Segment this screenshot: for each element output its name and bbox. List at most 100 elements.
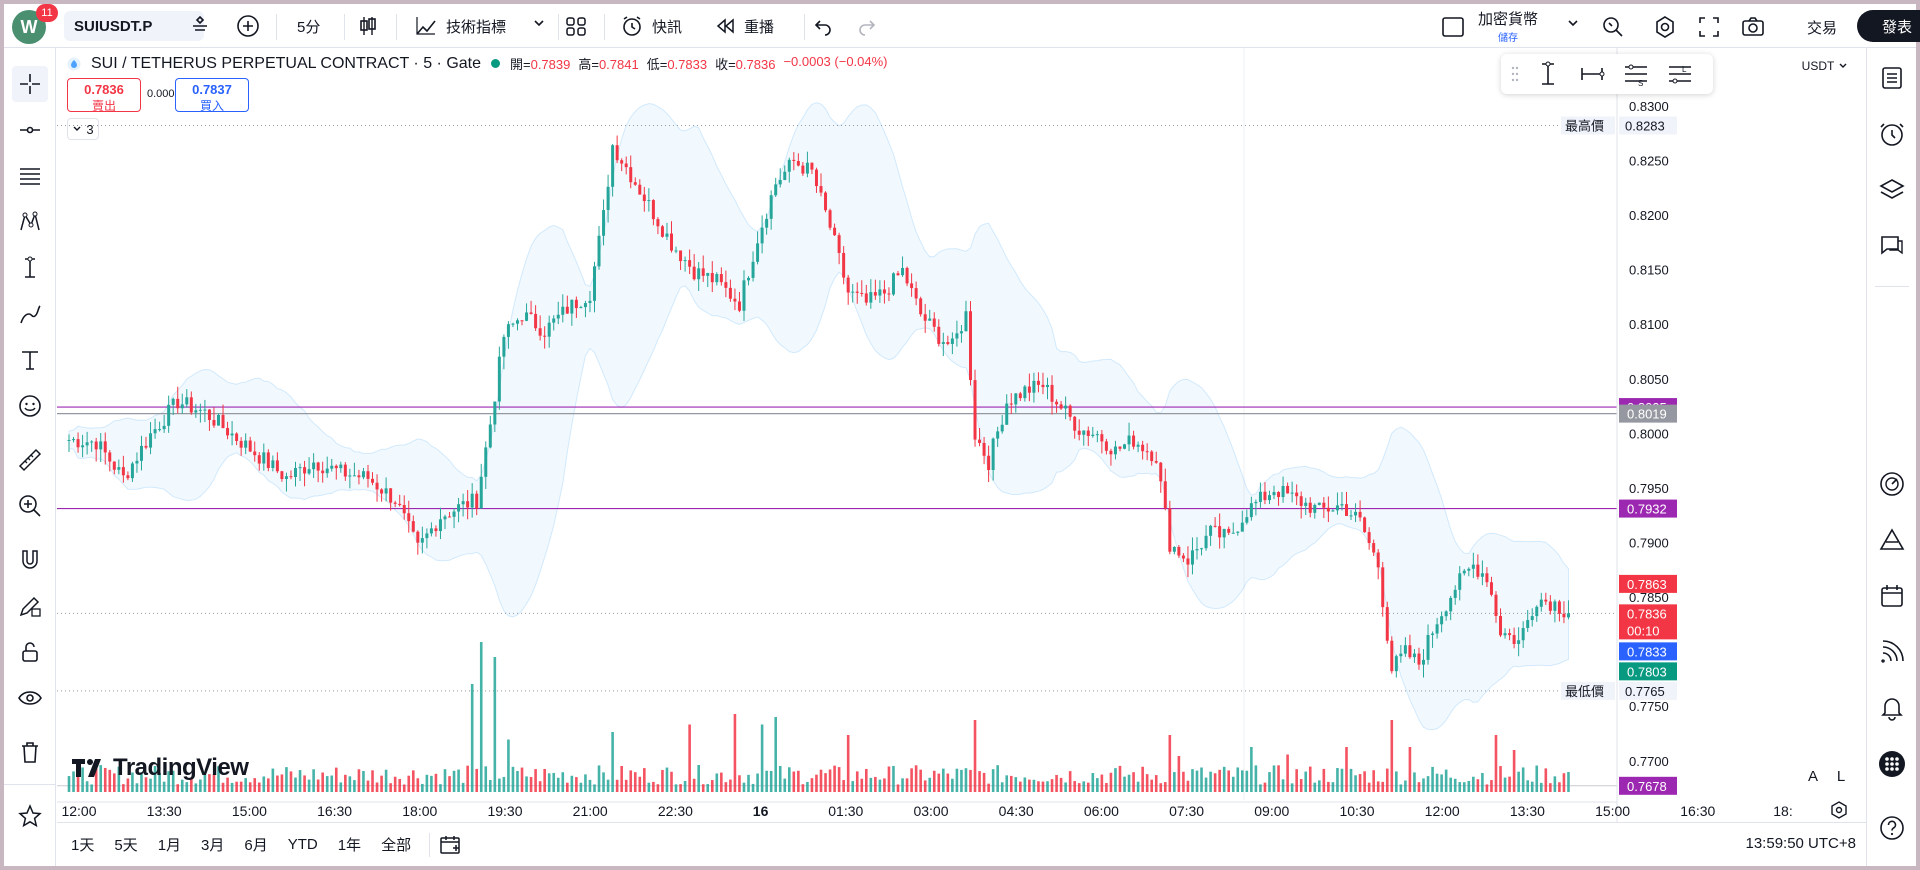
candle-body (1082, 430, 1086, 435)
technicals-button[interactable] (1874, 466, 1910, 502)
candle-body (239, 440, 243, 448)
volume-bar (212, 774, 216, 792)
volume-bar (1462, 782, 1466, 792)
price-range-icon[interactable] (1533, 59, 1563, 89)
lock-all-tool[interactable] (12, 634, 48, 670)
volume-bar (570, 775, 574, 792)
trade-button[interactable]: 交易 (1793, 12, 1851, 42)
chats-button[interactable] (1874, 228, 1910, 264)
price-chart[interactable]: 0.8300 0.8250 0.8200 0.8150 0.8100 0.8050 0.80… (57, 48, 1866, 822)
candle-body (1449, 597, 1453, 612)
volume-bar (665, 767, 669, 792)
candle-body (479, 476, 483, 509)
range-button-3[interactable]: 3月 (201, 837, 225, 854)
candle-body (583, 303, 587, 308)
text-icon (17, 347, 43, 373)
indicators-toggle[interactable]: 3 (67, 118, 99, 140)
sell-button[interactable]: 0.7836 賣出 (67, 78, 141, 113)
magnet-tool[interactable] (12, 542, 48, 578)
products-button[interactable] (1874, 746, 1910, 782)
ideas-button[interactable] (1874, 522, 1910, 558)
candle-body (275, 460, 279, 472)
short-position-icon[interactable]: S (1621, 59, 1651, 89)
date-range-calendar-icon[interactable] (438, 833, 462, 857)
object-tree-button[interactable] (1874, 172, 1910, 208)
streams-button[interactable] (1874, 634, 1910, 670)
redo-icon[interactable] (856, 15, 878, 37)
layout-square-icon[interactable] (1440, 14, 1466, 40)
publish-button[interactable]: 發表 (1857, 10, 1920, 42)
candle-body (733, 298, 737, 302)
undo-icon[interactable] (812, 15, 834, 37)
timezone-clock[interactable]: 13:59:50 UTC+8 (1746, 835, 1857, 852)
brush-tool[interactable] (12, 296, 48, 332)
crosshair-tool[interactable] (12, 66, 48, 102)
lock-drawing-tool[interactable] (12, 588, 48, 624)
symbol-search-button[interactable]: SUIUSDT.P (64, 11, 204, 41)
volume-bar (1231, 776, 1235, 792)
camera-icon[interactable] (1740, 14, 1766, 40)
remove-drawings-tool[interactable] (12, 734, 48, 770)
watchlist-button[interactable] (1874, 60, 1910, 96)
help-button[interactable] (1874, 810, 1910, 846)
time-tick-label: 10:30 (1339, 803, 1374, 819)
volume-bar (1435, 773, 1439, 792)
range-button-0[interactable]: 1天 (71, 837, 95, 854)
notifications-button[interactable] (1874, 690, 1910, 726)
alert-button[interactable]: 快訊 (610, 9, 692, 43)
range-button-4[interactable]: 6月 (244, 837, 268, 854)
range-button-1[interactable]: 5天 (114, 837, 138, 854)
tradingview-logo[interactable]: TradingView (71, 754, 249, 782)
range-button-2[interactable]: 1月 (157, 837, 182, 854)
volume-bar (393, 776, 397, 792)
candle-body (452, 511, 456, 517)
compare-icon[interactable] (189, 14, 211, 36)
fullscreen-icon[interactable] (1696, 14, 1722, 40)
emoji-tool[interactable] (12, 388, 48, 424)
layout-name-button[interactable]: 加密貨幣 儲存 (1478, 8, 1538, 44)
ruler-tool[interactable] (12, 442, 48, 478)
measure-tool[interactable] (12, 250, 48, 286)
favorites-tool[interactable] (12, 798, 48, 834)
low-price-tag: 最低價 (1565, 684, 1604, 699)
settings-gear-icon[interactable] (1652, 14, 1678, 40)
alerts-clock-button[interactable] (1874, 116, 1910, 152)
candle-body (135, 460, 139, 464)
time-axis-settings-icon[interactable] (1829, 800, 1849, 820)
symbol-title[interactable]: SUI / TETHERUS PERPETUAL CONTRACT · 5 · … (91, 54, 481, 72)
trend-line-tool[interactable] (12, 112, 48, 148)
log-scale-button[interactable]: L (1829, 764, 1853, 788)
volume-bar (348, 776, 352, 792)
buy-button[interactable]: 0.7837 買入 (175, 78, 249, 113)
auto-scale-button[interactable]: A (1801, 764, 1825, 788)
candles-icon[interactable] (356, 14, 380, 38)
pattern-tool[interactable] (12, 204, 48, 240)
zoom-in-tool[interactable] (12, 488, 48, 524)
date-range-icon[interactable] (1577, 59, 1607, 89)
candle-body (1100, 434, 1104, 442)
chevron-down-icon[interactable] (532, 16, 546, 30)
chart-pane[interactable]: 0.8300 0.8250 0.8200 0.8150 0.8100 0.8050 0.80… (57, 48, 1866, 822)
range-button-6[interactable]: 1年 (337, 837, 362, 854)
candle-body (361, 471, 365, 478)
currency-selector[interactable]: USDT (1795, 54, 1855, 78)
templates-icon[interactable] (564, 14, 588, 38)
indicators-button[interactable]: 技術指標 (404, 9, 516, 43)
add-symbol-icon[interactable] (236, 14, 260, 38)
chevron-down-icon[interactable] (1566, 16, 1580, 30)
interval-button[interactable]: 5分 (287, 9, 330, 43)
candle-body (1245, 517, 1249, 523)
range-button-5[interactable]: YTD (287, 836, 318, 853)
text-tool[interactable] (12, 342, 48, 378)
drag-handle-icon[interactable] (1511, 65, 1519, 83)
range-button-7[interactable]: 全部 (381, 837, 412, 854)
volume-bar (638, 776, 642, 792)
quick-search-icon[interactable] (1600, 14, 1626, 40)
visibility-tool[interactable] (12, 680, 48, 716)
fib-tool[interactable] (12, 158, 48, 194)
calendar-button[interactable] (1874, 578, 1910, 614)
replay-button[interactable]: 重播 (704, 9, 784, 43)
long-position-icon[interactable]: L (1665, 59, 1695, 89)
volume-bar (833, 765, 836, 792)
candle-body (334, 465, 338, 469)
